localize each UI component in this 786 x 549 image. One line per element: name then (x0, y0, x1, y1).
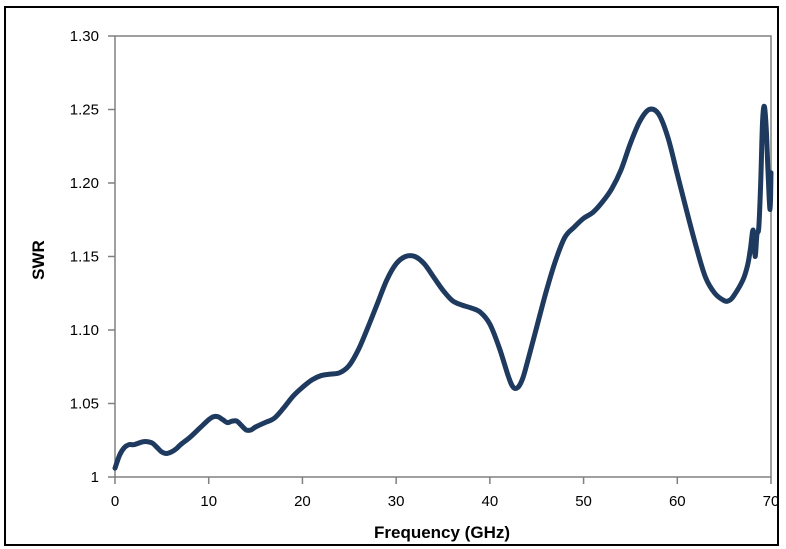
x-tick-label: 10 (200, 493, 217, 510)
y-tick-label: 1.10 (70, 322, 99, 339)
axes: 1 1.05 1.10 1.15 1.20 1.25 1.30 0 10 20 30 40 50 60 70 (70, 28, 780, 510)
series-line-swr (112, 103, 774, 471)
x-tick-label: 70 (763, 493, 780, 510)
y-axis-title: SWR (29, 240, 48, 280)
y-tick-label: 1.15 (70, 249, 99, 266)
y-tick-label: 1 (91, 469, 99, 486)
x-tick-label: 30 (388, 493, 405, 510)
x-tick-label: 60 (669, 493, 686, 510)
y-tick-label: 1.30 (70, 28, 99, 45)
series-layer (112, 103, 774, 471)
plot-area (114, 35, 772, 478)
x-tick-label: 0 (111, 493, 119, 510)
x-tick-label: 40 (482, 493, 499, 510)
y-tick-label: 1.20 (70, 175, 99, 192)
x-tick-label: 20 (294, 493, 311, 510)
y-tick-label: 1.25 (70, 102, 99, 119)
y-tick-label: 1.05 (70, 396, 99, 413)
x-tick-label: 50 (575, 493, 592, 510)
x-axis-title: Frequency (GHz) (374, 523, 510, 542)
